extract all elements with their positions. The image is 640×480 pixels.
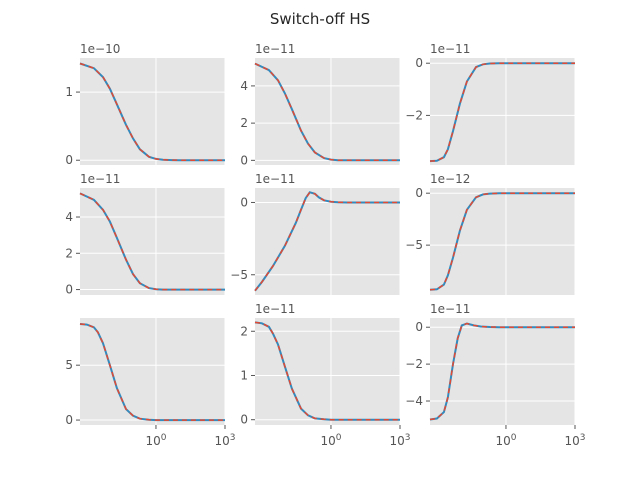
axis-offset-label: 1e−11	[255, 172, 295, 186]
y-tick-label: 0	[415, 56, 423, 70]
axis-offset-label: 1e−11	[80, 172, 120, 186]
plot-area	[255, 188, 400, 295]
plot-area	[430, 58, 575, 165]
x-tick-label: 100	[320, 433, 341, 448]
y-tick-label: 0	[240, 413, 248, 427]
subplot-9: −4 −2 0 100 103 1e−11	[405, 302, 585, 448]
y-tick-label: −5	[405, 238, 423, 252]
y-tick-label: 4	[65, 210, 73, 224]
plot-area	[80, 58, 225, 165]
subplot-1: 0 1 1e−10	[65, 42, 226, 167]
subplot-8: 0 1 2 100 103 1e−11	[240, 302, 410, 448]
y-tick-label: 4	[240, 79, 248, 93]
y-tick-label: 1	[65, 85, 73, 99]
y-tick-label: 0	[240, 195, 248, 209]
x-tick-label: 103	[389, 433, 410, 448]
axis-offset-label: 1e−10	[80, 42, 120, 56]
subplot-7: 0 5 100 103	[65, 318, 236, 448]
axis-offset-label: 1e−12	[430, 172, 470, 186]
y-tick-label: 2	[65, 246, 73, 260]
y-tick-label: −2	[405, 108, 423, 122]
series-line-dashed	[254, 321, 400, 421]
subplot-3: −2 0 1e−11	[405, 42, 576, 165]
y-tick-label: 0	[240, 153, 248, 167]
y-tick-label: −4	[405, 394, 423, 408]
axis-offset-label: 1e−11	[430, 302, 470, 316]
y-tick-label: 0	[415, 186, 423, 200]
y-tick-label: 0	[65, 283, 73, 297]
plot-area	[80, 318, 225, 425]
subplot-4: 0 2 4 1e−11	[65, 172, 226, 297]
y-tick-label: 0	[65, 153, 73, 167]
plot-area	[80, 188, 225, 295]
plot-area	[255, 318, 400, 425]
y-tick-label: −2	[405, 357, 423, 371]
series-line-dashed	[79, 62, 225, 161]
x-tick-label: 100	[145, 433, 166, 448]
x-tick-label: 100	[495, 433, 516, 448]
y-tick-label: 1	[240, 368, 248, 382]
axis-offset-label: 1e−11	[255, 42, 295, 56]
series-line-solid	[429, 322, 575, 421]
x-tick-label: 103	[564, 433, 585, 448]
x-tick-label: 103	[214, 433, 235, 448]
y-tick-label: 0	[415, 320, 423, 334]
y-tick-label: 2	[240, 116, 248, 130]
subplot-5: −5 0 1e−11	[230, 172, 401, 295]
series-line-dashed	[254, 62, 400, 162]
plot-area	[255, 58, 400, 165]
y-tick-label: 5	[65, 358, 73, 372]
series-line-dashed	[79, 323, 225, 421]
figure-suptitle: Switch-off HS	[270, 10, 370, 28]
y-tick-label: 2	[240, 324, 248, 338]
axis-offset-label: 1e−11	[430, 42, 470, 56]
series-line-dashed	[429, 62, 575, 162]
y-tick-label: −5	[230, 268, 248, 282]
series-line-dashed	[79, 192, 225, 291]
subplot-2: 0 2 4 1e−11	[240, 42, 401, 167]
plot-area	[430, 318, 575, 425]
subplot-grid: 011e−100241e−11−201e−110241e−11−501e−11−…	[65, 42, 585, 448]
series-line-dashed	[429, 192, 575, 291]
plot-area	[430, 188, 575, 295]
subplot-6: −5 0 1e−12	[405, 172, 576, 295]
y-tick-label: 0	[65, 413, 73, 427]
series-line-dashed	[254, 191, 400, 292]
axis-offset-label: 1e−11	[255, 302, 295, 316]
